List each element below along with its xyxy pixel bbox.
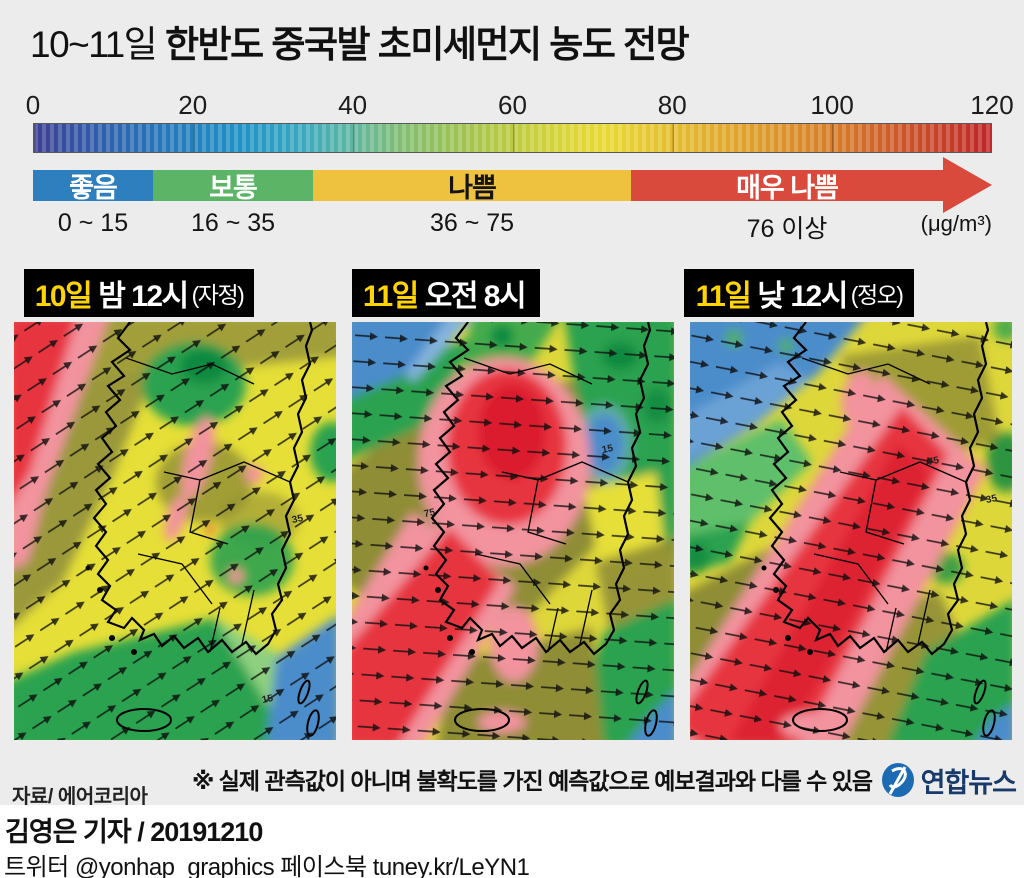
- map1-wind-arrows: [14, 322, 336, 740]
- tick-60: 60: [498, 90, 527, 120]
- scale-ticks: 0 20 40 60 80 100 120: [26, 90, 1014, 120]
- category-bar: 좋음 보통 나쁨 매우 나쁨: [33, 157, 992, 213]
- byline-strip: [0, 805, 1024, 878]
- range-moderate: 16 ~ 35: [190, 209, 276, 237]
- data-source: 자료/ 에어코리아: [12, 786, 148, 808]
- range-labels: 0 ~ 15 16 ~ 35 36 ~ 75 76 이상 (μg/m³): [33, 209, 992, 243]
- title-main: 한반도 중국발 초미세먼지 농도 전망: [156, 24, 690, 65]
- yonhap-logo: 연합뉴스: [879, 760, 1017, 800]
- map2-contour-75: 75: [422, 506, 437, 521]
- yonhap-logo-text: 연합뉴스: [920, 767, 1017, 798]
- map3-header: 11일 낮 12시 (정오): [684, 269, 914, 317]
- map1-contour-15: 15: [260, 692, 275, 707]
- category-good: 좋음: [33, 170, 153, 203]
- forecast-map-3: [690, 322, 1012, 740]
- tick-20: 20: [178, 90, 208, 120]
- map3-contour-75: 75: [926, 454, 941, 469]
- map2-time: 오전 8시: [424, 280, 527, 313]
- map2-header: 11일 오전 8시: [352, 269, 540, 317]
- reporter-byline: 김영은 기자 / 20191210: [5, 817, 263, 847]
- gradient-color-bar: [33, 123, 992, 153]
- tick-0: 0: [25, 90, 41, 120]
- yonhap-globe-icon: [881, 763, 914, 797]
- map1-paren: (자정): [191, 282, 245, 308]
- range-good: 0 ~ 15: [57, 209, 129, 237]
- category-very-bad: 매우 나쁨: [631, 170, 943, 203]
- tick-120: 120: [970, 90, 1014, 120]
- map3-time: 낮 12시: [757, 280, 848, 313]
- map1-contour-35: 35: [290, 512, 305, 527]
- unit-label: (μg/m³): [920, 211, 992, 236]
- map1-day: 10일: [34, 280, 93, 313]
- disclaimer-note: ※ 실제 관측값이 아니며 불확도를 가진 예측값으로 예보결과와 다를 수 있…: [191, 768, 873, 794]
- range-very-bad: 76 이상: [746, 215, 828, 243]
- map2-day: 11일: [362, 280, 419, 313]
- tick-100: 100: [810, 90, 854, 120]
- category-bad: 나쁨: [313, 170, 631, 203]
- map1-time: 밤 12시: [98, 280, 189, 313]
- map3-contour-35: 35: [984, 492, 999, 507]
- map2-wind-arrows: [352, 322, 674, 740]
- map-panel-3: 75 35: [690, 322, 1012, 740]
- forecast-map-1: [14, 322, 336, 740]
- title-date-range: 10~11일: [30, 24, 158, 65]
- tick-80: 80: [657, 90, 687, 120]
- map3-paren: (정오): [850, 282, 904, 308]
- social-links: 트위터 @yonhap_graphics 페이스북 tuney.kr/LeYN1: [4, 854, 530, 878]
- tick-40: 40: [338, 90, 368, 120]
- page-title: 10~11일 한반도 중국발 초미세먼지 농도 전망: [30, 14, 690, 68]
- map-panel-1: 35 15: [14, 322, 336, 740]
- category-moderate: 보통: [153, 170, 313, 203]
- map-panel-2: 75 15: [352, 322, 674, 740]
- map3-day: 11일: [695, 280, 752, 313]
- category-arrow-head-icon: [943, 157, 992, 213]
- map2-contour-15: 15: [600, 442, 615, 457]
- forecast-map-2: [352, 322, 674, 740]
- range-bad: 36 ~ 75: [429, 209, 515, 237]
- map1-header: 10일 밤 12시 (자정): [24, 269, 254, 317]
- map3-wind-arrows: [690, 322, 1012, 740]
